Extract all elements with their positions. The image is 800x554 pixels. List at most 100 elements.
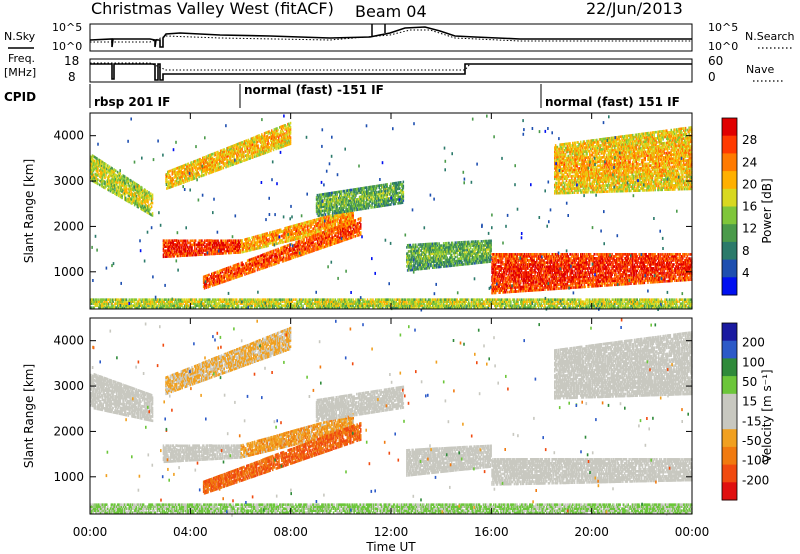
power-cell (96, 165, 98, 169)
power-cell (94, 164, 96, 168)
power-cell (121, 188, 123, 191)
power-cell (228, 276, 231, 279)
power-cell (99, 179, 101, 183)
freq-label-line1: Freq. (8, 52, 35, 65)
power-cell (205, 284, 208, 287)
power-cell (171, 249, 174, 252)
power-cell (289, 136, 292, 139)
power-cell (298, 239, 301, 243)
power-cell (197, 249, 200, 253)
power-cell (284, 228, 286, 232)
power-cell (325, 224, 328, 227)
power-cell (208, 273, 210, 277)
power-cell (165, 251, 167, 254)
power-cell (246, 249, 249, 253)
power-cell (223, 280, 225, 283)
power-cell (165, 243, 167, 246)
power-cell (138, 202, 140, 206)
power-cell (209, 250, 211, 254)
power-cell (270, 233, 272, 236)
power-cell (145, 200, 147, 203)
power-cell (326, 215, 328, 218)
power-cell (327, 217, 329, 220)
power-cell (217, 274, 219, 277)
power-cell (219, 252, 222, 255)
power-cell (203, 241, 205, 244)
power-cell (312, 219, 314, 222)
power-cell (133, 187, 136, 191)
power-cell (227, 239, 229, 243)
power-cell (258, 240, 260, 244)
power-cell (140, 201, 142, 205)
power-cell (339, 219, 341, 222)
power-cell (240, 274, 243, 277)
power-cell (230, 241, 233, 244)
power-cell (138, 190, 140, 194)
power-cell (187, 247, 190, 251)
power-cell (262, 245, 265, 249)
power-cell (219, 245, 222, 249)
power-cell (132, 180, 134, 184)
power-cell (135, 202, 138, 206)
power-cell (278, 241, 280, 245)
power-cell (167, 249, 169, 252)
power-cell (230, 243, 233, 247)
power-cell (286, 236, 288, 239)
power-cell (309, 226, 311, 229)
power-cell (343, 218, 345, 221)
power-cell (240, 270, 243, 273)
power-cell (227, 276, 229, 280)
power-cell (229, 273, 232, 277)
power-cell (144, 201, 147, 205)
power-cell (286, 228, 288, 231)
power-cell (327, 219, 329, 222)
power-cell (222, 274, 225, 277)
power-cell (99, 159, 101, 162)
power-cell (259, 246, 261, 250)
power-cell (245, 243, 248, 247)
power-cell (285, 240, 287, 243)
power-cell (235, 276, 237, 279)
power-cell (107, 180, 109, 183)
power-cell (142, 198, 145, 201)
power-cell (226, 249, 228, 253)
power-cell (141, 188, 143, 191)
power-cell (113, 180, 115, 183)
power-cell (280, 239, 283, 242)
power-cell (145, 191, 147, 195)
power-cell (138, 188, 140, 192)
power-cell (137, 184, 139, 187)
power-cell (132, 198, 134, 202)
power-cell (99, 163, 101, 166)
power-cell (176, 177, 179, 180)
nsky-label: N.Sky (4, 30, 36, 43)
power-cell (347, 213, 349, 216)
power-cell (232, 247, 234, 251)
power-cell (99, 159, 102, 163)
power-cell (141, 196, 143, 199)
power-cell (270, 239, 272, 243)
power-cell (329, 221, 331, 224)
power-cell (110, 170, 113, 174)
power-cell (112, 183, 114, 187)
power-cell (128, 190, 130, 194)
power-cell (194, 249, 197, 253)
power-cell (107, 180, 110, 184)
power-cell (164, 251, 166, 254)
power-cell (131, 188, 133, 191)
power-cell (275, 236, 277, 239)
power-cell (332, 222, 335, 225)
power-cell (235, 251, 237, 254)
power-cell (211, 239, 213, 242)
power-cell (199, 245, 201, 248)
power-cell (343, 220, 345, 223)
power-cell (185, 239, 187, 243)
power-cell (194, 243, 197, 247)
nave-tick-0: 0 (708, 70, 716, 84)
power-cell (96, 171, 98, 175)
power-cell (321, 221, 323, 224)
power-cell (114, 188, 116, 191)
power-cell (289, 126, 292, 129)
power-cell (178, 252, 181, 256)
power-cell (305, 231, 308, 234)
